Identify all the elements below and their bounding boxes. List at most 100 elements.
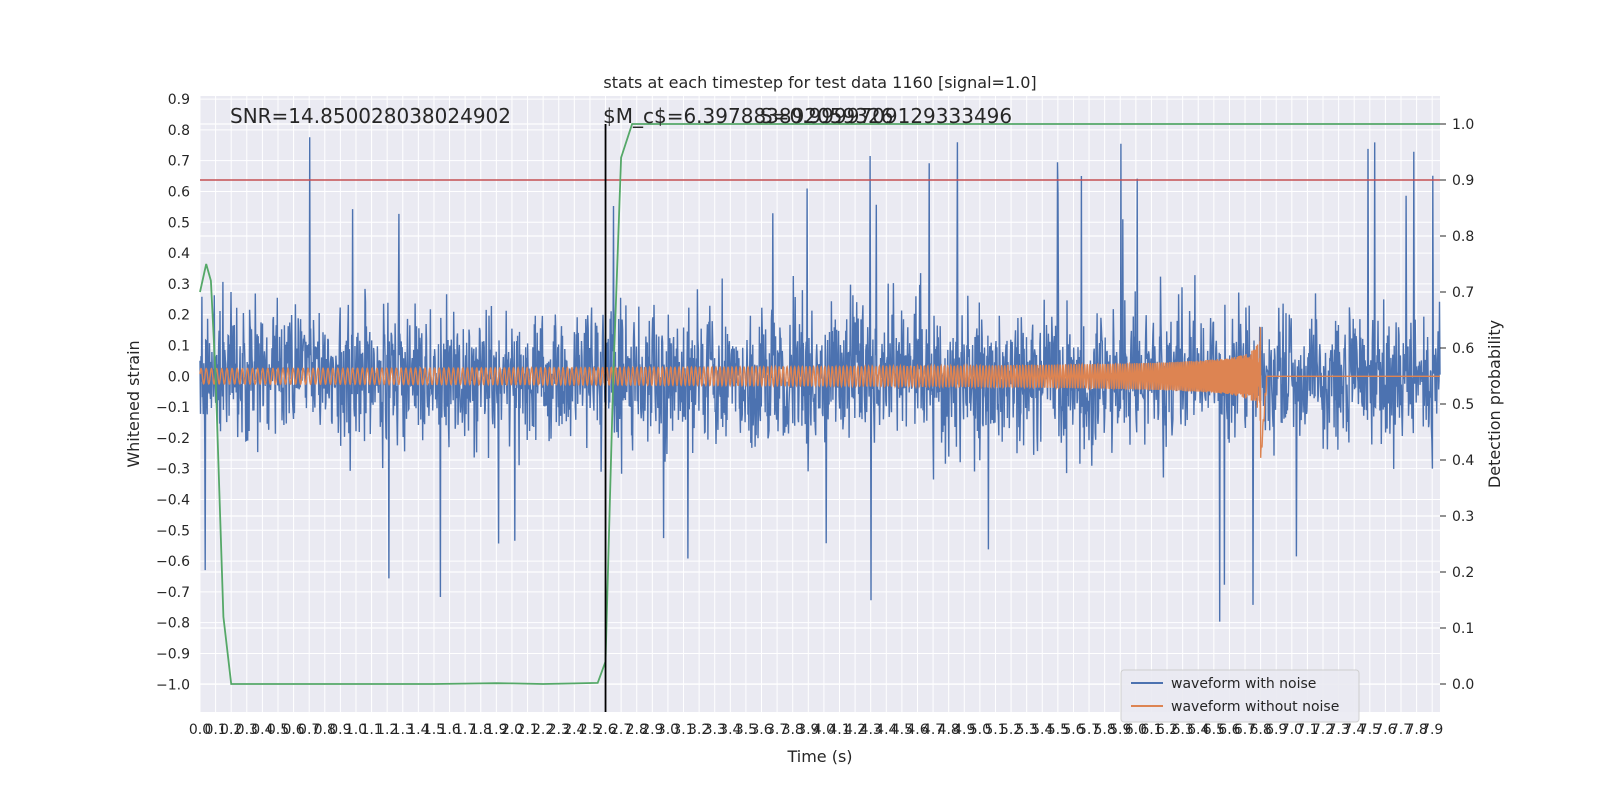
x-tick-label: 5.3 [1016, 722, 1038, 738]
x-tick-label: 2.9 [641, 722, 663, 738]
x-tick-label: 6.3 [1172, 722, 1194, 738]
y2-tick-label: 0.2 [1452, 565, 1474, 581]
y-tick-label: −0.7 [156, 585, 190, 601]
x-tick-label: 4.9 [953, 722, 975, 738]
x-tick-label: 0.7 [298, 722, 320, 738]
x-tick-label: 3.9 [797, 722, 819, 738]
x-tick-label: 7.3 [1327, 722, 1349, 738]
x-tick-label: 1.3 [392, 722, 414, 738]
x-tick-label: 2.0 [501, 722, 523, 738]
x-tick-label: 0.8 [314, 722, 336, 738]
x-tick-label: 3.5 [735, 722, 757, 738]
x-tick-label: 4.3 [860, 722, 882, 738]
x-tick-label: 3.8 [782, 722, 804, 738]
y-tick-label: 0.0 [168, 369, 190, 385]
x-tick-label: 2.2 [532, 722, 554, 738]
y2-tick-label: 0.0 [1452, 677, 1474, 693]
x-axis-label: Time (s) [786, 747, 852, 766]
x-tick-label: 5.1 [984, 722, 1006, 738]
x-tick-label: 0.9 [329, 722, 351, 738]
x-tick-label: 2.1 [516, 722, 538, 738]
y-tick-label: −0.6 [156, 554, 190, 570]
y2-tick-label: 0.8 [1452, 229, 1474, 245]
y-tick-label: 0.7 [168, 154, 190, 170]
x-tick-label: 4.5 [891, 722, 913, 738]
x-tick-label: 1.4 [407, 722, 429, 738]
x-tick-label: 7.1 [1296, 722, 1318, 738]
x-tick-label: 1.7 [454, 722, 476, 738]
x-tick-label: 0.3 [236, 722, 258, 738]
x-tick-label: 5.7 [1078, 722, 1100, 738]
x-tick-label: 1.1 [360, 722, 382, 738]
y2-axis-ticks: 0.0 0.1 0.2 0.3 0.4 0.5 0.6 0.7 0.8 0.9 1.0 [1440, 117, 1474, 693]
x-tick-label: 6.7 [1234, 722, 1256, 738]
x-tick-label: 2.7 [610, 722, 632, 738]
x-tick-label: 6.5 [1203, 722, 1225, 738]
y-tick-label: 0.5 [168, 215, 190, 231]
y-tick-label: −0.9 [156, 646, 190, 662]
y-tick-label: −0.5 [156, 523, 190, 539]
x-tick-label: 4.6 [906, 722, 928, 738]
y2-axis-label: Detection probability [1485, 320, 1504, 488]
series-detection-probability [199, 123, 1440, 685]
x-axis-ticks: 0.00.10.20.30.40.50.60.70.80.91.01.11.21… [189, 722, 1443, 738]
x-tick-label: 2.5 [579, 722, 601, 738]
y-tick-label: 0.8 [168, 123, 190, 139]
x-tick-label: 5.4 [1031, 722, 1053, 738]
legend: waveform with noise waveform without noi… [1120, 669, 1360, 723]
y2-tick-label: 0.5 [1452, 397, 1474, 413]
x-tick-label: 2.4 [563, 722, 585, 738]
x-tick-label: 0.5 [267, 722, 289, 738]
x-tick-label: 3.3 [704, 722, 726, 738]
x-tick-label: 3.0 [657, 722, 679, 738]
x-tick-label: 2.8 [626, 722, 648, 738]
x-tick-label: 6.9 [1265, 722, 1287, 738]
x-tick-label: 3.4 [719, 722, 741, 738]
x-tick-label: 3.2 [688, 722, 710, 738]
x-tick-label: 7.8 [1405, 722, 1427, 738]
x-tick-label: 0.0 [189, 722, 211, 738]
snr-annotation: SNR=14.850028038024902 [230, 104, 511, 128]
x-tick-label: 7.7 [1390, 722, 1412, 738]
x-tick-label: 6.2 [1156, 722, 1178, 738]
x-tick-label: 5.6 [1062, 722, 1084, 738]
y-tick-label: 0.3 [168, 277, 190, 293]
y-tick-label: −0.4 [156, 492, 190, 508]
x-tick-label: 3.6 [750, 722, 772, 738]
y2-tick-label: 0.9 [1452, 173, 1474, 189]
x-tick-label: 0.4 [251, 722, 273, 738]
y-tick-label: −1.0 [156, 677, 190, 693]
y2-tick-label: 0.4 [1452, 453, 1474, 469]
x-tick-label: 1.0 [345, 722, 367, 738]
legend-label-clean: waveform without noise [1171, 699, 1339, 715]
x-tick-label: 7.6 [1374, 722, 1396, 738]
x-tick-label: 0.1 [204, 722, 226, 738]
series-waveform-without-noise [199, 327, 1440, 458]
y2-tick-label: 0.7 [1452, 285, 1474, 301]
x-tick-label: 6.4 [1187, 722, 1209, 738]
x-tick-label: 6.6 [1218, 722, 1240, 738]
overlap-annotation: S=0.9999709129333496 [760, 104, 1012, 128]
x-tick-label: 7.4 [1343, 722, 1365, 738]
x-tick-label: 4.1 [828, 722, 850, 738]
plot-area [199, 123, 1441, 712]
x-tick-label: 3.1 [672, 722, 694, 738]
x-tick-label: 4.0 [813, 722, 835, 738]
x-tick-label: 3.7 [766, 722, 788, 738]
x-tick-label: 0.6 [282, 722, 304, 738]
x-tick-label: 5.2 [1000, 722, 1022, 738]
y-tick-label: 0.4 [168, 246, 190, 262]
y2-tick-label: 0.1 [1452, 621, 1474, 637]
x-tick-label: 5.0 [969, 722, 991, 738]
y-tick-label: 0.9 [168, 92, 190, 108]
x-tick-label: 7.9 [1421, 722, 1443, 738]
mc-annotation: $M_c$=6.397883892059326 [603, 104, 893, 128]
x-tick-label: 1.8 [470, 722, 492, 738]
y-axis-ticks: −1.0 −0.9 −0.8 −0.7 −0.6 −0.5 −0.4 −0.3 −0.2 −0.1… [156, 92, 190, 693]
x-tick-label: 5.9 [1109, 722, 1131, 738]
x-tick-label: 2.6 [594, 722, 616, 738]
x-tick-label: 4.2 [844, 722, 866, 738]
x-tick-label: 7.5 [1359, 722, 1381, 738]
y2-tick-label: 0.3 [1452, 509, 1474, 525]
